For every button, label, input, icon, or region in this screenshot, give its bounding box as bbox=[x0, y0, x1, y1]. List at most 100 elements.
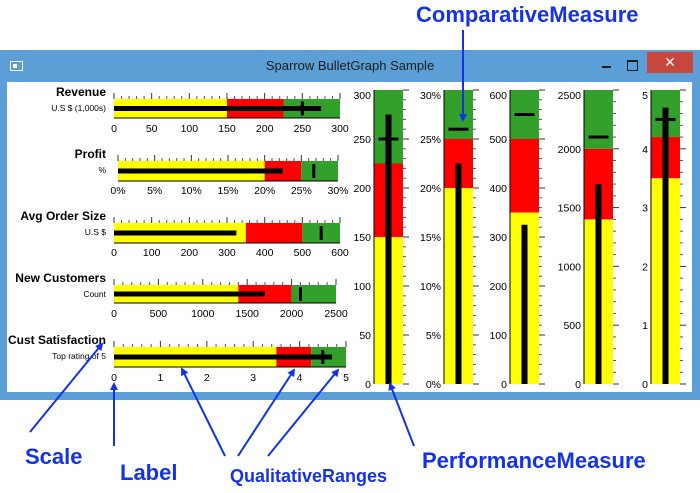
tick-label-v-profit: 20% bbox=[420, 183, 441, 195]
tick-label-cust-satisfaction: 3 bbox=[250, 372, 256, 384]
tick-label-revenue: 0 bbox=[111, 123, 117, 135]
performance-measure-v-avg-order-size bbox=[521, 224, 528, 384]
graph-label-avg-order-size: Avg Order Size bbox=[20, 209, 106, 223]
tick-label-revenue: 50 bbox=[146, 123, 158, 135]
tick-label-v-cust-satisfaction: 4 bbox=[642, 144, 648, 156]
tick-label-profit: 20% bbox=[254, 185, 275, 197]
range-v-profit-2 bbox=[444, 90, 473, 139]
tick-label-new-customers: 1000 bbox=[191, 308, 215, 320]
performance-measure-avg-order-size bbox=[114, 230, 237, 236]
tick-label-avg-order-size: 600 bbox=[331, 247, 349, 259]
performance-measure-v-new-customers bbox=[595, 184, 602, 384]
tick-label-v-cust-satisfaction: 5 bbox=[642, 90, 648, 102]
maximize-icon[interactable] bbox=[621, 56, 643, 76]
tick-label-v-profit: 15% bbox=[420, 232, 441, 244]
tick-label-v-avg-order-size: 400 bbox=[489, 183, 507, 195]
tick-label-new-customers: 0 bbox=[111, 308, 117, 320]
tick-label-v-avg-order-size: 300 bbox=[489, 232, 507, 244]
callout-comparative-measure: ComparativeMeasure bbox=[416, 2, 639, 27]
tick-label-revenue: 250 bbox=[294, 123, 312, 135]
graph-sublabel-revenue: U.S $ (1,000s) bbox=[51, 103, 106, 113]
tick-label-v-avg-order-size: 0 bbox=[501, 379, 507, 391]
tick-label-v-avg-order-size: 500 bbox=[489, 134, 507, 146]
graph-sublabel-new-customers: Count bbox=[83, 289, 106, 299]
performance-measure-revenue bbox=[114, 106, 322, 111]
tick-label-v-revenue: 0 bbox=[365, 379, 371, 391]
tick-label-revenue: 100 bbox=[181, 123, 199, 135]
callout-performance-measure: PerformanceMeasure bbox=[422, 448, 646, 473]
tick-label-new-customers: 500 bbox=[150, 308, 168, 320]
tick-label-avg-order-size: 300 bbox=[218, 247, 236, 259]
tick-label-avg-order-size: 400 bbox=[256, 247, 274, 259]
performance-measure-v-cust-satisfaction bbox=[662, 107, 669, 384]
tick-label-v-profit: 10% bbox=[420, 281, 441, 293]
callout-scale: Scale bbox=[25, 444, 83, 469]
tick-label-cust-satisfaction: 1 bbox=[157, 372, 163, 384]
callout-qualitative-ranges: QualitativeRanges bbox=[230, 466, 388, 486]
tick-label-cust-satisfaction: 0 bbox=[111, 372, 117, 384]
tick-label-v-profit: 0% bbox=[426, 379, 441, 391]
range-profit-2 bbox=[301, 161, 338, 181]
graph-sublabel-profit: % bbox=[98, 165, 106, 175]
tick-label-v-revenue: 150 bbox=[353, 232, 371, 244]
tick-label-new-customers: 2000 bbox=[280, 308, 304, 320]
performance-measure-v-profit bbox=[455, 163, 462, 384]
comparative-measure-v-avg-order-size bbox=[514, 113, 535, 116]
graph-sublabel-avg-order-size: U.S $ bbox=[85, 227, 107, 237]
tick-label-revenue: 200 bbox=[256, 123, 274, 135]
callout-label: Label bbox=[120, 460, 178, 485]
graph-label-cust-satisfaction: Cust Satisfaction bbox=[8, 333, 106, 347]
tick-label-v-profit: 25% bbox=[420, 134, 441, 146]
performance-measure-cust-satisfaction bbox=[114, 354, 333, 360]
tick-label-v-avg-order-size: 600 bbox=[489, 90, 507, 102]
range-v-new-customers-2 bbox=[584, 90, 613, 149]
tick-label-v-avg-order-size: 200 bbox=[489, 281, 507, 293]
tick-label-v-revenue: 100 bbox=[353, 281, 371, 293]
range-avg-order-size-1 bbox=[245, 223, 303, 243]
tick-label-profit: 10% bbox=[181, 185, 202, 197]
tick-label-cust-satisfaction: 4 bbox=[297, 372, 303, 384]
close-icon[interactable]: ✕ bbox=[647, 52, 693, 73]
tick-label-avg-order-size: 0 bbox=[111, 247, 117, 259]
comparative-measure-revenue bbox=[300, 101, 304, 116]
tick-label-v-cust-satisfaction: 3 bbox=[642, 203, 648, 215]
tick-label-v-avg-order-size: 100 bbox=[489, 330, 507, 342]
comparative-measure-v-cust-satisfaction bbox=[655, 117, 676, 121]
tick-label-v-new-customers: 2000 bbox=[558, 144, 582, 156]
range-v-avg-order-size-1 bbox=[510, 139, 539, 213]
comparative-measure-v-new-customers bbox=[588, 135, 609, 139]
tick-label-new-customers: 2500 bbox=[324, 308, 348, 320]
graph-sublabel-cust-satisfaction: Top rating of 5 bbox=[52, 351, 106, 361]
tick-label-revenue: 150 bbox=[218, 123, 236, 135]
tick-label-avg-order-size: 200 bbox=[181, 247, 199, 259]
tick-label-v-revenue: 250 bbox=[353, 134, 371, 146]
performance-measure-profit bbox=[118, 168, 283, 174]
comparative-measure-v-profit bbox=[448, 127, 469, 131]
window-title: Sparrow BulletGraph Sample bbox=[265, 58, 435, 73]
graph-label-revenue: Revenue bbox=[56, 85, 106, 99]
tick-label-profit: 5% bbox=[147, 185, 162, 197]
tick-label-v-new-customers: 0 bbox=[575, 379, 581, 391]
range-new-customers-2 bbox=[291, 285, 336, 303]
app-window: Sparrow BulletGraph Sample ✕ Revenue U.S … bbox=[0, 50, 700, 400]
tick-label-v-profit: 30% bbox=[420, 90, 441, 102]
tick-label-v-new-customers: 1000 bbox=[558, 261, 582, 273]
comparative-measure-new-customers bbox=[298, 287, 302, 301]
comparative-measure-cust-satisfaction bbox=[321, 350, 325, 364]
tick-label-profit: 25% bbox=[291, 185, 312, 197]
tick-label-v-cust-satisfaction: 1 bbox=[642, 320, 648, 332]
window-icon[interactable] bbox=[10, 61, 23, 71]
tick-label-v-revenue: 50 bbox=[359, 330, 371, 342]
tick-label-v-revenue: 300 bbox=[353, 90, 371, 102]
comparative-measure-avg-order-size bbox=[319, 226, 323, 240]
tick-label-avg-order-size: 100 bbox=[143, 247, 161, 259]
minimize-icon[interactable] bbox=[596, 56, 618, 76]
tick-label-v-cust-satisfaction: 0 bbox=[642, 379, 648, 391]
tick-label-avg-order-size: 500 bbox=[294, 247, 312, 259]
graph-label-profit: Profit bbox=[75, 147, 106, 161]
title-bar[interactable]: Sparrow BulletGraph Sample ✕ bbox=[0, 50, 700, 82]
tick-label-v-new-customers: 1500 bbox=[558, 203, 582, 215]
tick-label-profit: 15% bbox=[217, 185, 238, 197]
performance-measure-new-customers bbox=[114, 291, 265, 297]
tick-label-cust-satisfaction: 2 bbox=[204, 372, 210, 384]
